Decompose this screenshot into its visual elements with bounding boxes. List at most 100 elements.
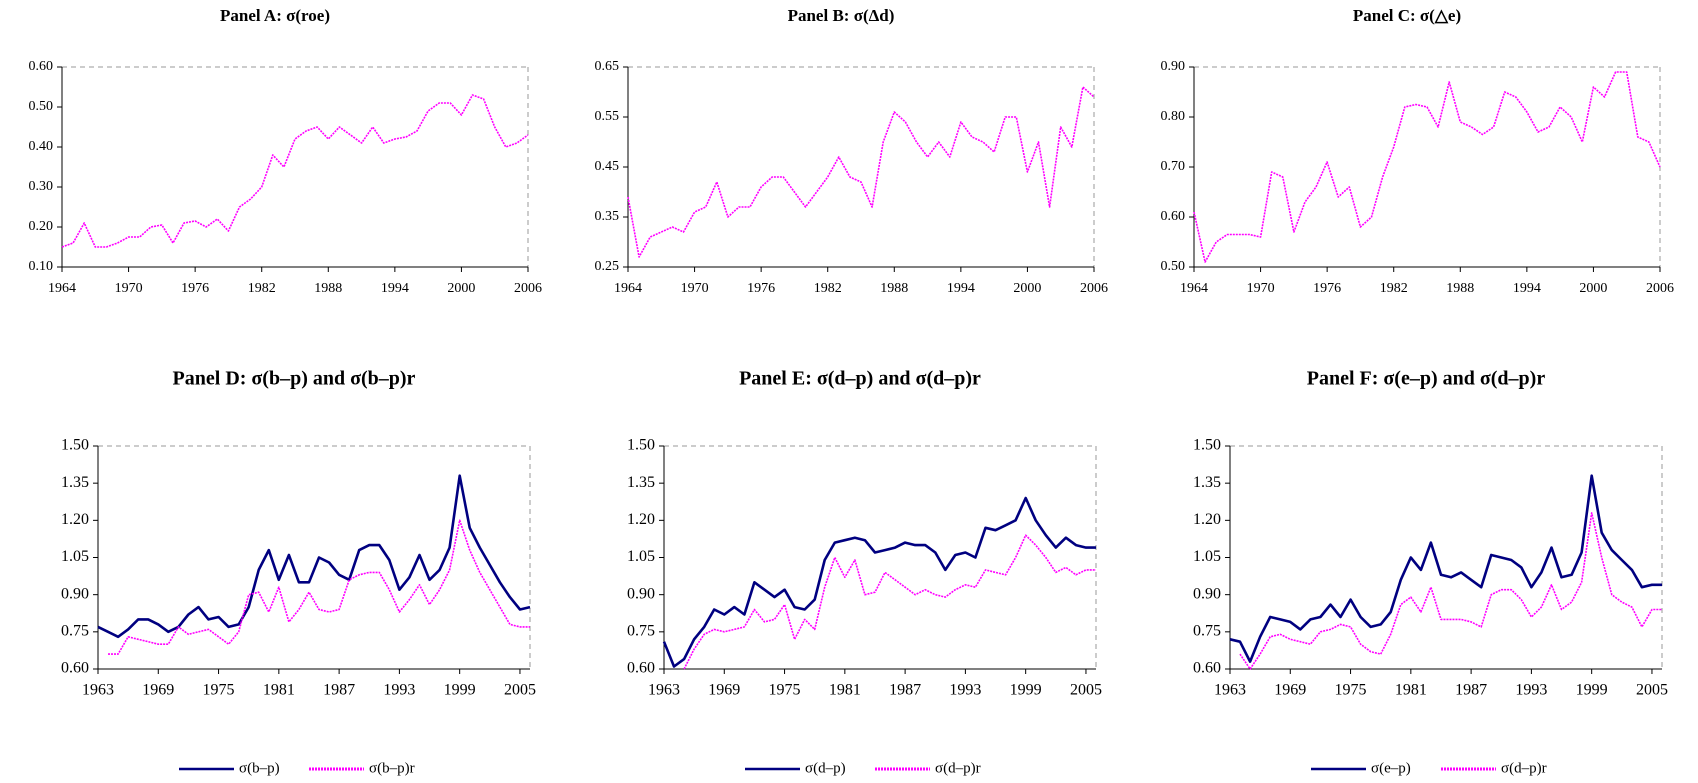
chart-title: Panel F: σ(e–p) and σ(d–p)r xyxy=(1307,368,1546,390)
y-tick-label: 0.75 xyxy=(61,623,89,640)
data-line xyxy=(1239,512,1662,670)
data-line xyxy=(61,94,529,248)
chart-title: Panel A: σ(roe) xyxy=(220,6,330,25)
x-tick-label: 1982 xyxy=(814,281,842,296)
y-tick-label: 0.90 xyxy=(627,585,655,602)
y-tick-label: 0.65 xyxy=(595,59,620,74)
y-tick-label: 1.35 xyxy=(61,474,89,491)
y-tick-label: 0.35 xyxy=(595,209,620,224)
data-line xyxy=(1193,71,1661,263)
x-tick-label: 1982 xyxy=(1380,281,1408,296)
x-tick-label: 1981 xyxy=(829,682,861,699)
x-tick-label: 1993 xyxy=(383,682,415,699)
y-tick-label: 0.90 xyxy=(1161,59,1186,74)
y-tick-label: 1.50 xyxy=(627,437,655,454)
y-tick-label: 0.90 xyxy=(61,585,89,602)
x-tick-label: 1963 xyxy=(648,682,680,699)
x-tick-label: 1969 xyxy=(1274,682,1306,699)
x-tick-label: 1963 xyxy=(1214,682,1246,699)
legend-label: σ(b–p)r xyxy=(369,760,415,776)
x-tick-label: 1994 xyxy=(1513,281,1541,296)
x-tick-label: 1976 xyxy=(181,281,209,296)
y-tick-label: 0.40 xyxy=(29,139,54,154)
x-tick-label: 1999 xyxy=(1010,682,1042,699)
y-tick-label: 1.20 xyxy=(61,511,89,528)
x-tick-label: 2000 xyxy=(447,281,475,296)
x-tick-label: 1994 xyxy=(381,281,409,296)
legend-label: σ(d–p)r xyxy=(935,760,981,776)
chart-title: Panel D: σ(b–p) and σ(b–p)r xyxy=(173,368,416,390)
y-tick-label: 0.20 xyxy=(29,219,54,234)
y-tick-label: 0.30 xyxy=(29,179,54,194)
x-tick-label: 1976 xyxy=(747,281,775,296)
x-tick-label: 2005 xyxy=(1636,682,1668,699)
chart-title: Panel C: σ(△e) xyxy=(1353,6,1461,25)
legend-label: σ(e–p) xyxy=(1371,760,1411,776)
y-tick-label: 0.55 xyxy=(595,109,620,124)
x-tick-label: 2005 xyxy=(1070,682,1102,699)
x-tick-label: 1964 xyxy=(614,281,642,296)
x-tick-label: 1975 xyxy=(769,682,801,699)
x-tick-label: 1993 xyxy=(1515,682,1547,699)
chart-title: Panel E: σ(d–p) and σ(d–p)r xyxy=(739,368,981,390)
x-tick-label: 1970 xyxy=(115,281,143,296)
x-tick-label: 1964 xyxy=(48,281,76,296)
data-line xyxy=(683,534,1096,670)
x-tick-label: 1988 xyxy=(1446,281,1474,296)
legend-label: σ(b–p) xyxy=(239,760,280,776)
x-tick-label: 1969 xyxy=(708,682,740,699)
x-tick-label: 1999 xyxy=(1576,682,1608,699)
data-line xyxy=(662,496,1096,668)
y-tick-label: 1.05 xyxy=(627,548,655,565)
x-tick-label: 2006 xyxy=(514,281,542,296)
x-tick-label: 1988 xyxy=(880,281,908,296)
x-tick-label: 2006 xyxy=(1080,281,1108,296)
x-tick-label: 2006 xyxy=(1646,281,1674,296)
x-tick-label: 1970 xyxy=(1247,281,1275,296)
legend-label: σ(d–p)r xyxy=(1501,760,1547,776)
y-tick-label: 0.75 xyxy=(627,623,655,640)
x-tick-label: 1994 xyxy=(947,281,975,296)
y-tick-label: 0.50 xyxy=(29,99,54,114)
data-line xyxy=(1229,474,1662,663)
legend-label: σ(d–p) xyxy=(805,760,846,776)
x-tick-label: 1969 xyxy=(142,682,174,699)
y-tick-label: 0.70 xyxy=(1161,159,1186,174)
x-tick-label: 1993 xyxy=(949,682,981,699)
y-tick-label: 1.50 xyxy=(1193,437,1221,454)
y-tick-label: 1.20 xyxy=(1193,511,1221,528)
data-line xyxy=(627,86,1095,258)
y-tick-label: 1.20 xyxy=(627,511,655,528)
x-tick-label: 1987 xyxy=(323,682,355,699)
x-tick-label: 1982 xyxy=(248,281,276,296)
x-tick-label: 1981 xyxy=(1395,682,1427,699)
y-tick-label: 0.60 xyxy=(29,59,54,74)
y-tick-label: 0.80 xyxy=(1161,109,1186,124)
y-tick-label: 0.60 xyxy=(1193,660,1221,677)
y-tick-label: 0.75 xyxy=(1193,623,1221,640)
y-tick-label: 0.60 xyxy=(61,660,89,677)
y-tick-label: 0.25 xyxy=(595,259,620,274)
y-tick-label: 0.45 xyxy=(595,159,620,174)
y-tick-label: 0.60 xyxy=(1161,209,1186,224)
y-tick-label: 1.35 xyxy=(1193,474,1221,491)
data-line xyxy=(97,474,531,639)
x-tick-label: 1964 xyxy=(1180,281,1208,296)
x-tick-label: 2000 xyxy=(1013,281,1041,296)
x-tick-label: 2000 xyxy=(1579,281,1607,296)
x-tick-label: 1981 xyxy=(263,682,295,699)
data-line xyxy=(108,519,530,655)
x-tick-label: 1976 xyxy=(1313,281,1341,296)
x-tick-label: 1988 xyxy=(314,281,342,296)
x-tick-label: 1999 xyxy=(444,682,476,699)
y-tick-label: 1.05 xyxy=(1193,548,1221,565)
y-tick-label: 0.10 xyxy=(29,259,54,274)
chart-title: Panel B: σ(Δd) xyxy=(788,6,895,25)
x-tick-label: 1963 xyxy=(82,682,114,699)
x-tick-label: 1975 xyxy=(1335,682,1367,699)
y-tick-label: 1.50 xyxy=(61,437,89,454)
x-tick-label: 2005 xyxy=(504,682,536,699)
y-tick-label: 0.60 xyxy=(627,660,655,677)
y-tick-label: 1.05 xyxy=(61,548,89,565)
